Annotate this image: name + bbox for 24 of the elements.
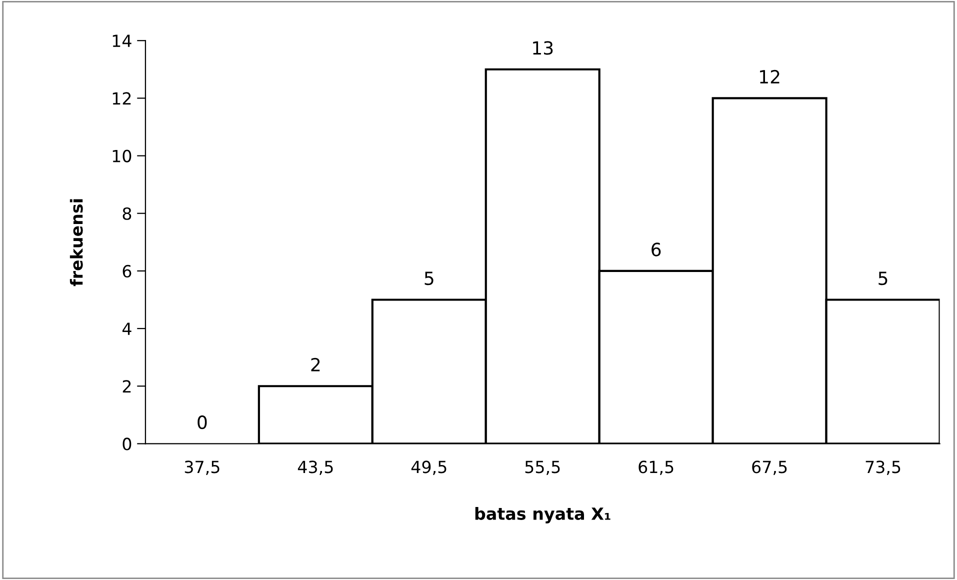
x-tick-label: 67,5 xyxy=(752,460,787,475)
y-tick-label: 12 xyxy=(112,92,131,105)
data-label: 2 xyxy=(311,358,320,372)
data-label: 5 xyxy=(424,272,434,286)
data-label: 6 xyxy=(652,242,661,256)
y-tick-label: 10 xyxy=(112,150,132,162)
data-label: 0 xyxy=(198,415,207,430)
x-tick-label: 55,5 xyxy=(525,460,560,475)
y-tick-label: 6 xyxy=(122,264,132,278)
data-label: 13 xyxy=(533,41,553,55)
y-tick-label: 4 xyxy=(122,322,132,335)
x-tick-label: 61,5 xyxy=(638,460,674,475)
x-tick-label: 73,5 xyxy=(866,460,900,475)
y-tick-label: 8 xyxy=(122,207,132,220)
data-label: 12 xyxy=(760,70,780,84)
y-tick-label: 0 xyxy=(122,438,132,450)
x-tick-label: 49,5 xyxy=(411,460,446,475)
x-tick-label: 43,5 xyxy=(298,460,333,475)
x-axis-title: batas nyata X₁ xyxy=(475,507,610,524)
y-tick-label: 14 xyxy=(112,34,132,47)
y-axis-title: frekuensi xyxy=(70,199,83,286)
y-tick-label: 2 xyxy=(122,380,131,392)
x-tick-label: 37,5 xyxy=(184,460,220,475)
data-label: 5 xyxy=(878,272,888,286)
